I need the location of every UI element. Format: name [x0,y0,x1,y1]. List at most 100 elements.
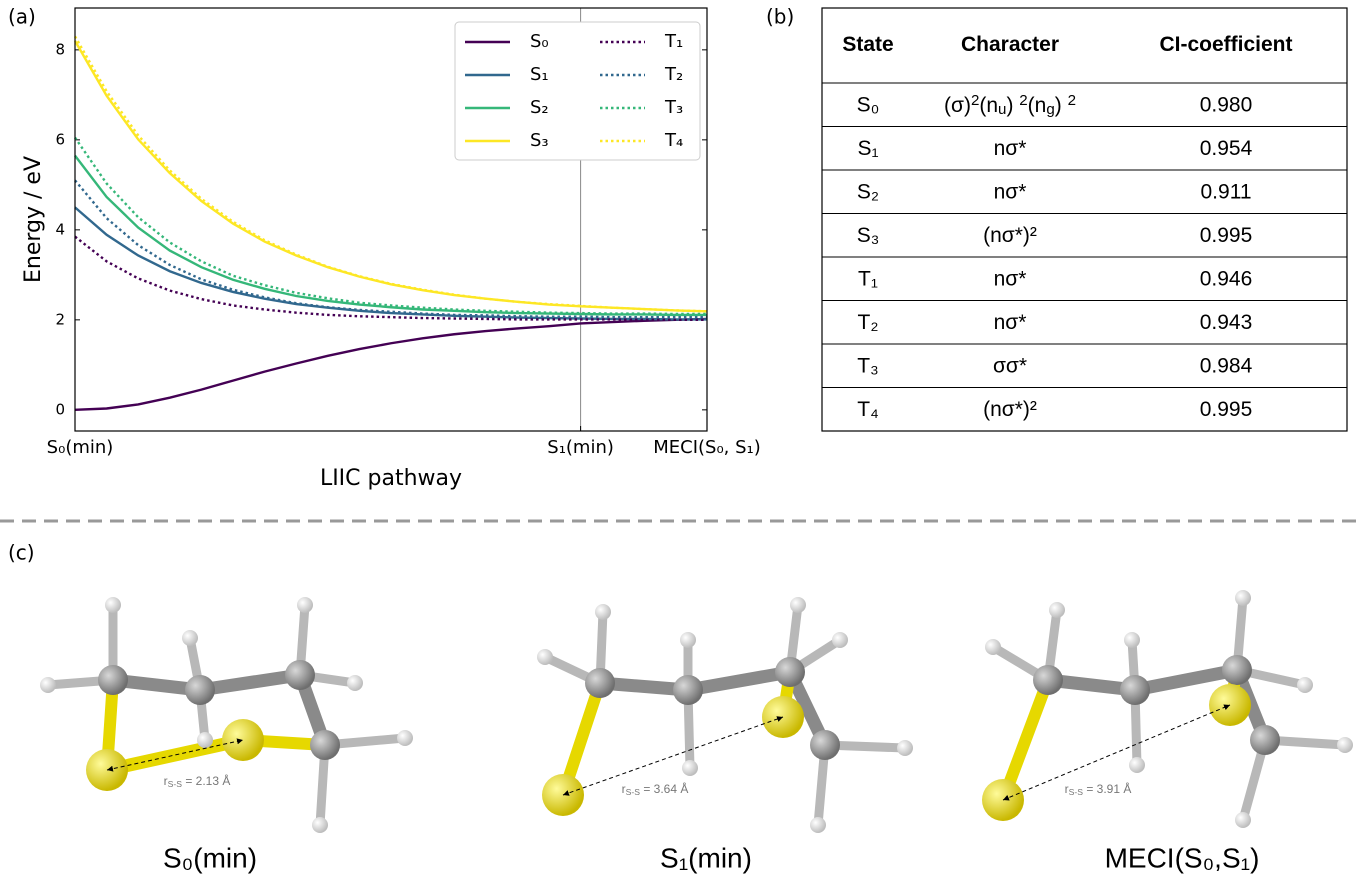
carbon [285,660,315,690]
molecule: rS-S = 2.13 Å S₀(min) [40,597,413,873]
legend-label: S₂ [530,97,549,118]
carbon [775,657,805,687]
structure-caption: MECI(S₀,S₁) [1105,842,1260,873]
text-part: S-S [168,779,183,789]
hydrogen [347,675,363,691]
hydrogen [790,597,806,613]
table-cell: nσ* [994,311,1027,334]
carbon [1033,665,1063,695]
molecule: rS-S = 3.64 Å S₁(min) [537,597,913,873]
legend-label: T₄ [664,130,683,151]
series-line [74,206,707,321]
hydrogen [40,677,56,693]
text-part: (n [1028,93,1047,116]
carbon [1222,655,1252,685]
legend-label: T₃ [664,97,683,118]
carbon [1250,725,1280,755]
table-cell: 0.911 [1201,180,1252,203]
table-cell: 0.995 [1200,224,1253,247]
text-part: (n [979,93,998,116]
text-part: = 2.13 Å [182,773,230,788]
table-cell: 0.954 [1200,137,1253,160]
carbon [185,675,215,705]
y-tick-label: 4 [55,220,65,238]
table-cell: T₄ [857,398,878,421]
distance-arrow [1002,704,1231,801]
table-cell: T₁ [858,267,878,290]
table-cell: T₂ [858,311,879,334]
table-cell: S₁ [857,137,878,160]
hydrogen [1049,602,1065,618]
hydrogen [312,817,328,833]
hydrogen [297,597,313,613]
table-cell: σσ* [993,354,1027,377]
series-line [74,317,708,412]
legend-label: S₀ [530,31,549,52]
legend-label: S₁ [530,64,549,85]
distance-label: rS-S = 2.13 Å [164,773,231,788]
table-cell: S₀ [857,93,880,116]
series-line [74,136,707,316]
table-cell: (nσ*)² [983,398,1037,421]
hydrogen [810,817,826,833]
legend-label: S₃ [530,130,549,151]
legend-label: T₁ [664,31,683,52]
hydrogen [680,632,696,648]
text-part: r [1065,782,1069,796]
text-part: u [998,101,1006,118]
carbon [98,665,128,695]
carbon [673,675,703,705]
table-cell: nσ* [994,180,1027,203]
legend: S₀ S₁ S₂ S₃ T₁ T₂ T₃ T₄ [454,21,701,161]
table-cell: 0.980 [1200,93,1253,116]
table-cell: S₃ [857,224,880,247]
hydrogen [105,597,121,613]
y-tick-label: 2 [55,310,65,328]
hydrogen [832,632,848,648]
text-part: S-S [1069,787,1084,797]
x-tick-label: S₀(min) [47,437,114,458]
carbon [310,730,340,760]
series-line [74,154,707,317]
x-tick-label: S₁(min) [547,437,614,458]
hydrogen [682,760,698,776]
text-part: ) [1055,93,1068,116]
table-cell: S₂ [857,180,879,203]
y-tick-label: 0 [55,400,65,418]
hydrogen [595,604,611,620]
y-axis-label: Energy / eV [21,156,46,283]
table-cell: (nσ*)² [983,224,1037,247]
plot-frame [74,7,708,432]
text-part: = 3.91 Å [1083,781,1131,796]
legend-box [454,21,701,161]
carbon [810,730,840,760]
table-cell: nσ* [994,267,1027,290]
text-part: g [1046,101,1054,118]
panel-label: (a) [8,5,36,29]
table-cell: 0.946 [1200,267,1253,290]
hydrogen [1297,677,1313,693]
hydrogen [197,732,213,748]
distance-label: rS-S = 3.91 Å [1065,781,1132,796]
table-cell: 0.943 [1200,311,1253,334]
hydrogen [1129,757,1145,773]
table-header: State [842,33,893,56]
series-line [74,179,707,319]
table-header: CI-coefficient [1159,33,1292,56]
hydrogen [897,740,913,756]
hydrogen [537,649,553,665]
distance-arrow [106,738,244,772]
carbon [585,668,615,698]
text-part: = 3.64 Å [640,781,688,796]
text-part: r [622,782,626,796]
hydrogen [1235,590,1251,606]
text-part: 2 [971,92,979,109]
x-axis-label: LIIC pathway [320,466,462,491]
y-tick-label: 6 [55,130,65,148]
table-cell: 0.995 [1200,398,1253,421]
text-part: r [164,774,168,788]
table-header: Character [961,33,1059,56]
hydrogen [1235,812,1251,828]
